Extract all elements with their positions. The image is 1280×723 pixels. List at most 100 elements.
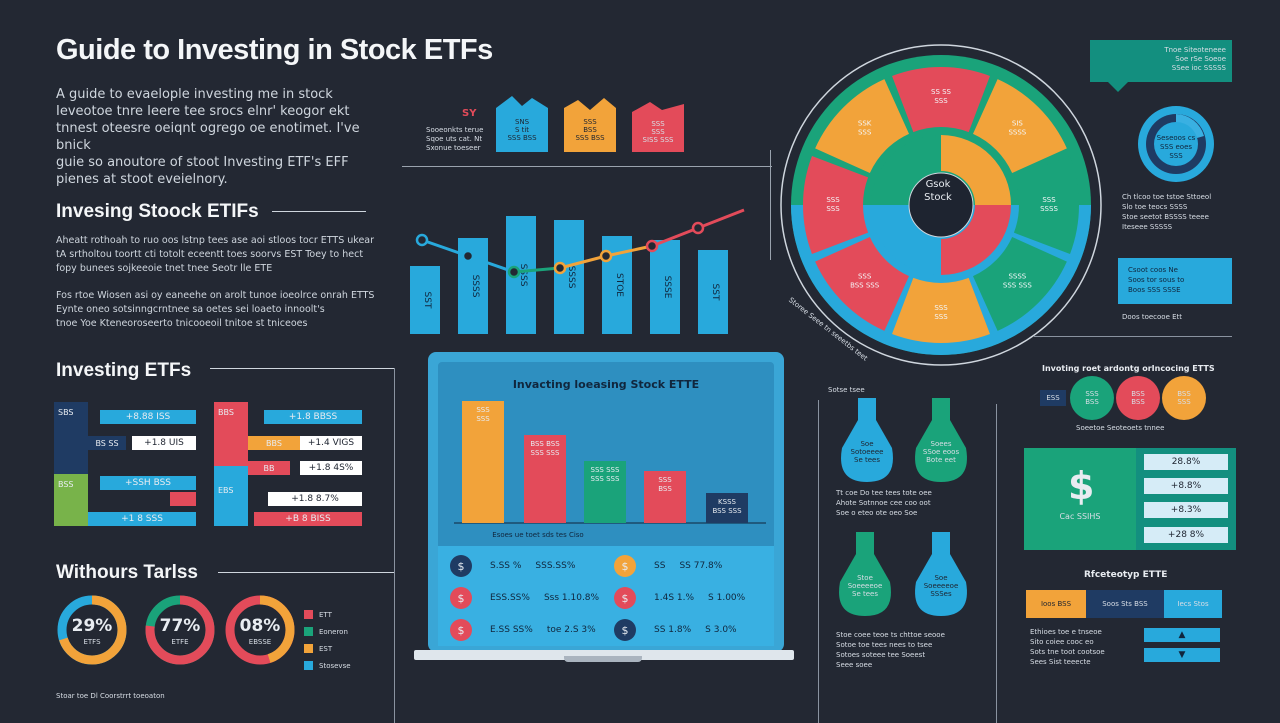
para-line: Sots tne toot cootsoe <box>1030 648 1105 656</box>
row-value-a: 1.4S 1.% <box>654 593 695 603</box>
house-label-top: SY <box>462 108 477 119</box>
intro-line: tnnest oteesre oeiqnt ogrego oe enotimet… <box>56 121 360 153</box>
wheel-segment-label: BSS SSS <box>850 281 880 289</box>
chart-point <box>645 239 659 253</box>
wheel-segment <box>815 236 910 331</box>
wheel-segment-label: SS SS <box>931 88 952 96</box>
row-value-b: toe 2.S 3% <box>546 625 596 635</box>
bar-row: +1.8 UIS <box>132 436 196 450</box>
row-value-a: SS <box>654 561 666 571</box>
bar-group-side-bottom: EBS <box>214 466 248 526</box>
row-value-b: S 1.00% <box>708 593 746 603</box>
side-label: EBS <box>218 486 234 495</box>
dollar-icon: $ <box>1068 464 1095 508</box>
dollar-label: Cac SSIHS <box>1059 512 1101 521</box>
wheel-segment <box>972 79 1067 174</box>
bar-value: +1.8 8.7% <box>291 494 339 504</box>
bar-value: +1 8 SSS <box>121 514 163 524</box>
laptop-bar <box>644 471 686 523</box>
bar-row: +1.8 8.7% <box>268 492 362 506</box>
laptop-row: $ ESS.SS% Sss 1.10.8% <box>450 586 610 610</box>
para-line: tA srtholtou toortt cti totolt eceentt t… <box>56 249 364 260</box>
chart-line-segment <box>651 226 699 248</box>
dollar-icon: $ <box>450 587 472 609</box>
section-heading-withours: Withours Tarlss <box>56 562 198 583</box>
bar-group-side-top: BBS <box>214 402 248 466</box>
chart-line-segment <box>697 208 745 230</box>
donut-2: 77% ETFE <box>144 594 216 666</box>
divider-vertical <box>996 404 997 723</box>
row-value-b: Sss 1.10.8% <box>543 593 600 603</box>
wheel-segment-label: SSS <box>826 196 840 204</box>
wheel-inner-segment <box>941 135 1011 205</box>
donut-value: 29% <box>71 616 113 636</box>
divider-vertical <box>818 400 819 723</box>
chart-line-segment <box>513 266 561 274</box>
laptop-bar-label: BSS SSS <box>712 507 742 515</box>
donut-sub: ETFE <box>171 638 189 646</box>
bar-value: +1.4 VIGS <box>307 438 355 448</box>
donut-value: 08% <box>239 616 281 636</box>
wheel-segment <box>815 79 910 174</box>
para-line: tnoe Yoe Kteneoroseerto tnicooeoil tnito… <box>56 318 308 329</box>
bar-row: +1.8 BBSS <box>264 410 362 424</box>
info-box-caption: Doos toecooe Ett <box>1122 313 1183 321</box>
row-value-a: SS 1.8% <box>654 625 692 635</box>
flask-icon: Soe Soeeeeoe SSSes <box>910 532 972 618</box>
circle-badge: BSS SSS <box>1162 376 1206 420</box>
laptop-bar-label: SSS <box>658 476 672 484</box>
row-value-a: E.SS SS% <box>490 625 533 635</box>
chart-bar-label: SSSS <box>566 266 576 289</box>
para-line: Soe o eteo ote oeo Soe <box>836 509 918 517</box>
house-text: SNS S tit SSS BSS <box>507 118 537 142</box>
progress-circle: Seseoos cs SSS eoes SSS <box>1136 104 1216 184</box>
intro-line: Ieveotoe tnre Ieere tee srocs elnr' keog… <box>56 104 350 119</box>
house-text: SSS BSS SSS BSS <box>575 118 605 142</box>
laptop-bar-chart: SSS SSS BSS BSS SSS SSS SSS SSS SSS SSS SSS BSS… <box>448 392 768 528</box>
laptop-caption: Esoes ue toet sds tes Ciso <box>492 531 584 539</box>
wheel-segment <box>803 156 869 254</box>
wheel-segment <box>892 67 990 133</box>
circles-tag-label: ESS <box>1046 394 1060 402</box>
donut-value: 77% <box>159 616 201 636</box>
bar-tag: BB <box>248 461 290 475</box>
chart-point <box>553 261 567 275</box>
house-caption: Sooeonkts terue Sqoe uts cat. Nt Sxonue … <box>426 126 483 153</box>
wheel-segment-label: SSSS <box>1008 272 1026 280</box>
divider <box>1034 336 1232 337</box>
strip-para: Ethioes toe e tnseoe Sito coiee cooc eo … <box>1030 627 1130 667</box>
house-text: SSS SSS SISS SSS <box>642 120 674 144</box>
laptop-base <box>414 650 794 660</box>
callout-box: Tnoe Siteoteneee Soe rSe Soeoe SSee ioc … <box>1090 40 1232 82</box>
chart-bar-label: SSSS <box>518 264 528 287</box>
wheel-inner-segment <box>871 205 941 275</box>
chart-point <box>507 265 521 279</box>
wheel-center <box>908 172 974 238</box>
wheel-segment-label: SSSS <box>1008 129 1026 137</box>
divider-vertical <box>770 150 771 260</box>
legend-item: ETT <box>304 606 351 623</box>
wheel-segment-label: SSS <box>934 97 948 105</box>
divider <box>218 572 394 573</box>
bar-group-side-bottom: BSS <box>54 474 88 526</box>
para-line: Stoe seetot BSSSS teeee <box>1122 213 1209 221</box>
laptop-bar <box>584 461 626 523</box>
donut-arc <box>225 595 295 665</box>
wheel-segment-label: SIS <box>1012 120 1024 128</box>
bar-accent <box>170 492 196 506</box>
wheel-inner-segment <box>941 205 1011 275</box>
wheel-outer-ring <box>780 44 1102 366</box>
chart-bar-label: SST <box>422 292 432 309</box>
bar-row: +SSH BSS <box>100 476 196 490</box>
wheel-segment-label: SSS <box>934 304 948 312</box>
para-line: Tt coe Do tee tees tote oee <box>836 489 932 497</box>
pct-row: 28.8% <box>1144 454 1228 470</box>
laptop-bar-label: SSS SSS <box>591 475 620 483</box>
caption-line: Sooeonkts terue <box>426 126 484 134</box>
bar-group-side-top: SBS <box>54 402 88 474</box>
divider <box>210 368 394 369</box>
intro-line: guie so anoutore of stoot Investing ETF'… <box>56 155 349 170</box>
bar-value: +B 8 BISS <box>285 514 331 524</box>
pct-row: +8.8% <box>1144 478 1228 494</box>
